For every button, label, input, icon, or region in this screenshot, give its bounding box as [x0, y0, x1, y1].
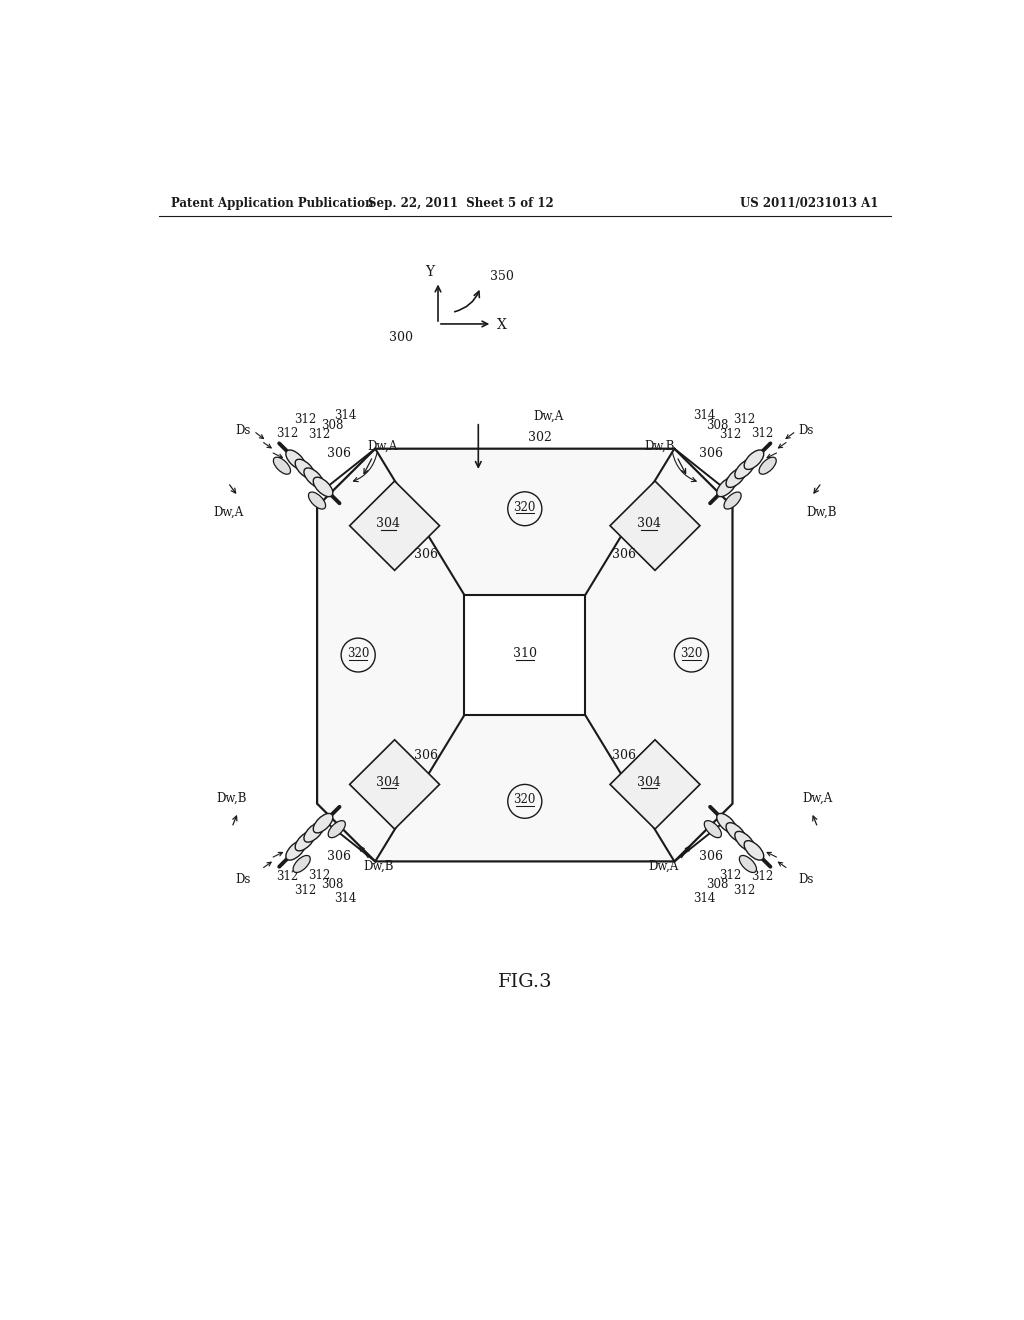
Text: Dw,A: Dw,A: [213, 506, 243, 519]
Polygon shape: [610, 480, 700, 570]
Text: 312: 312: [719, 428, 741, 441]
Text: 320: 320: [514, 500, 536, 513]
Ellipse shape: [295, 832, 314, 851]
Text: Dw,A: Dw,A: [648, 859, 678, 873]
Text: 308: 308: [322, 878, 344, 891]
Text: US 2011/0231013 A1: US 2011/0231013 A1: [739, 197, 879, 210]
Ellipse shape: [705, 821, 722, 838]
Text: 312: 312: [733, 884, 756, 898]
Text: 300: 300: [389, 331, 413, 345]
Ellipse shape: [724, 492, 741, 510]
Text: 314: 314: [335, 892, 357, 906]
Ellipse shape: [744, 450, 764, 470]
Text: 314: 314: [692, 892, 715, 906]
Ellipse shape: [726, 822, 745, 842]
Text: 312: 312: [308, 869, 331, 882]
Text: 308: 308: [706, 878, 728, 891]
Ellipse shape: [286, 841, 305, 861]
Text: Dw,A: Dw,A: [368, 440, 397, 453]
Text: Dw,B: Dw,B: [644, 440, 675, 453]
Text: 350: 350: [489, 269, 513, 282]
Text: Ds: Ds: [236, 425, 251, 437]
Text: 312: 312: [719, 869, 741, 882]
Text: 306: 306: [698, 446, 723, 459]
Ellipse shape: [744, 841, 764, 861]
Text: Ds: Ds: [799, 873, 814, 886]
Text: 312: 312: [733, 413, 756, 426]
Text: 314: 314: [692, 409, 715, 422]
Text: 308: 308: [322, 418, 344, 432]
Ellipse shape: [293, 855, 310, 873]
Text: Patent Application Publication: Patent Application Publication: [171, 197, 373, 210]
Text: 306: 306: [612, 548, 636, 561]
Polygon shape: [349, 480, 439, 570]
Ellipse shape: [304, 822, 324, 842]
Text: Dw,B: Dw,B: [217, 792, 247, 805]
Ellipse shape: [295, 459, 314, 479]
Text: 312: 312: [294, 413, 316, 426]
Text: Ds: Ds: [799, 425, 814, 437]
Ellipse shape: [739, 855, 757, 873]
Ellipse shape: [735, 832, 755, 851]
Text: 312: 312: [308, 428, 331, 441]
Text: Sep. 22, 2011  Sheet 5 of 12: Sep. 22, 2011 Sheet 5 of 12: [369, 197, 554, 210]
Text: 312: 312: [276, 870, 299, 883]
Text: 304: 304: [637, 776, 660, 788]
Text: 304: 304: [377, 517, 400, 529]
Text: Ds: Ds: [236, 873, 251, 886]
Text: 320: 320: [514, 793, 536, 807]
Text: 306: 306: [414, 748, 437, 762]
Polygon shape: [317, 449, 732, 862]
Text: Dw,B: Dw,B: [806, 506, 837, 519]
Polygon shape: [349, 739, 439, 829]
Text: 312: 312: [751, 870, 773, 883]
Ellipse shape: [735, 459, 755, 479]
Text: 312: 312: [276, 426, 299, 440]
Ellipse shape: [717, 813, 736, 833]
Text: FIG.3: FIG.3: [498, 973, 552, 991]
Text: Dw,A: Dw,A: [803, 792, 833, 805]
Text: 304: 304: [637, 517, 660, 529]
Text: 304: 304: [377, 776, 400, 788]
Text: 320: 320: [347, 647, 370, 660]
Ellipse shape: [286, 450, 305, 470]
Text: 306: 306: [612, 748, 636, 762]
Ellipse shape: [304, 469, 324, 487]
Ellipse shape: [726, 469, 745, 487]
Text: Dw,A: Dw,A: [532, 409, 563, 422]
Ellipse shape: [759, 457, 776, 474]
Text: 306: 306: [327, 850, 351, 863]
Ellipse shape: [328, 821, 345, 838]
Ellipse shape: [308, 492, 326, 510]
Text: 302: 302: [528, 432, 552, 445]
Ellipse shape: [273, 457, 291, 474]
Text: Dw,B: Dw,B: [364, 859, 394, 873]
Text: 306: 306: [414, 548, 437, 561]
Text: 306: 306: [698, 850, 723, 863]
Text: 308: 308: [706, 418, 728, 432]
Text: 306: 306: [327, 446, 351, 459]
Polygon shape: [464, 595, 586, 715]
Ellipse shape: [313, 478, 333, 496]
Polygon shape: [610, 739, 700, 829]
Text: Y: Y: [426, 264, 435, 279]
Text: 320: 320: [680, 647, 702, 660]
Text: 312: 312: [751, 426, 773, 440]
Text: 314: 314: [335, 409, 357, 422]
Ellipse shape: [717, 478, 736, 496]
Text: 312: 312: [294, 884, 316, 898]
Text: X: X: [497, 318, 507, 331]
Text: 310: 310: [513, 647, 537, 660]
Ellipse shape: [313, 813, 333, 833]
